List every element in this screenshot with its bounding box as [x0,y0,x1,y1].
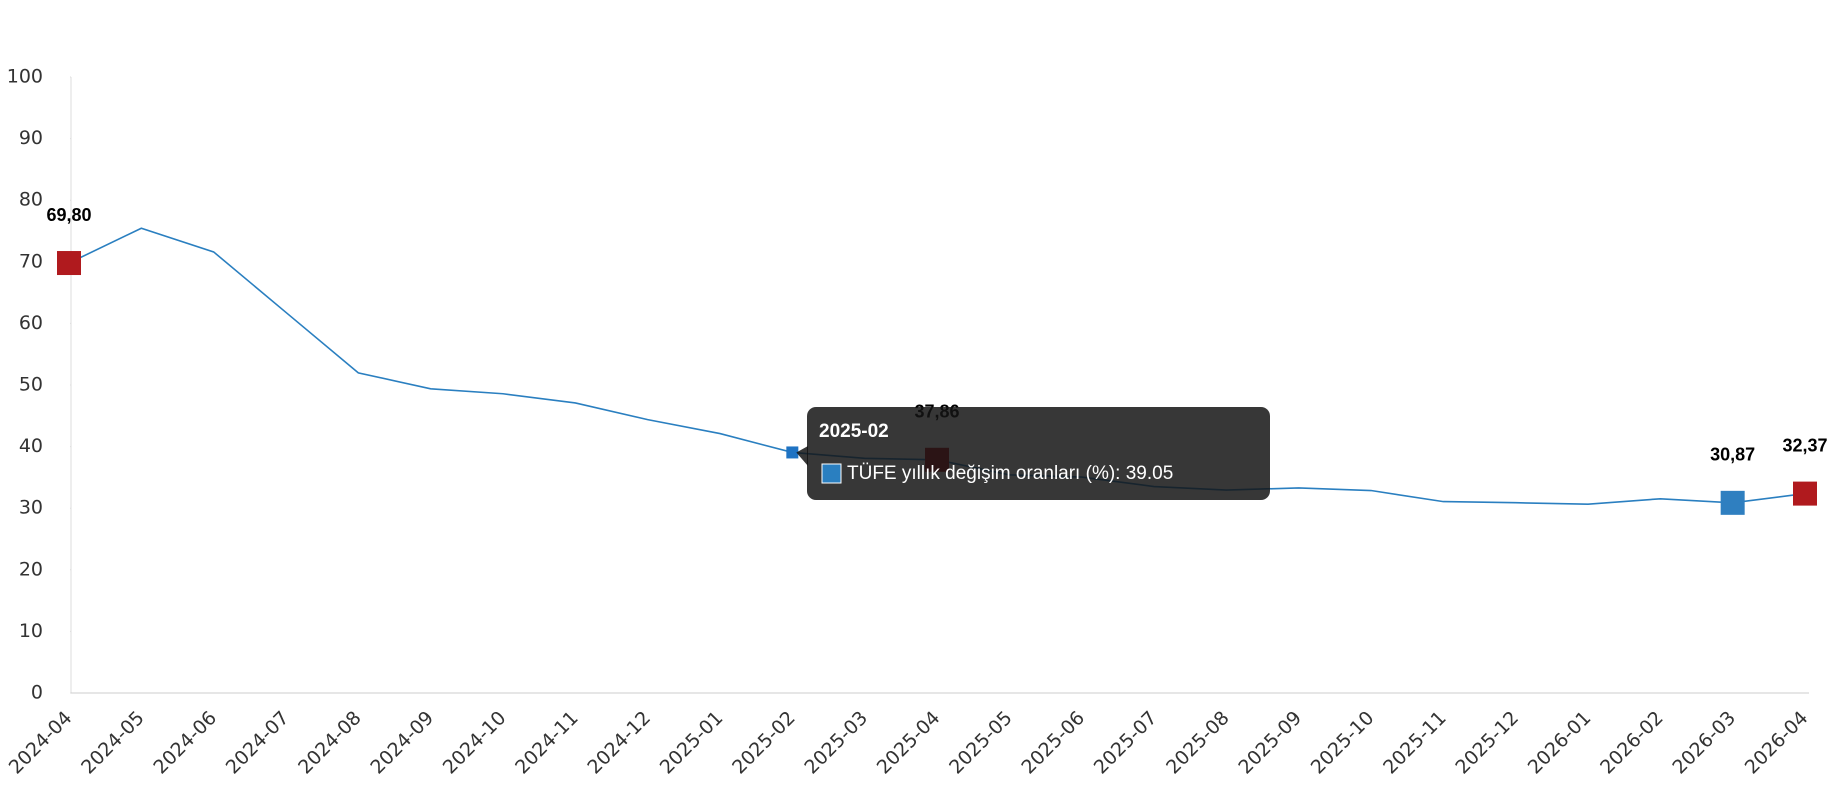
tooltip-box [807,407,1270,500]
x-tick-label: 2024-08 [294,707,366,779]
value-label: 69,80 [46,205,91,225]
x-tick-label: 2024-11 [511,707,583,779]
x-tick-label: 2025-08 [1162,707,1234,779]
x-tick-label: 2024-09 [366,707,438,779]
marker [1720,490,1745,515]
value-label: 30,87 [1710,445,1755,465]
x-tick-label: 2024-12 [583,707,655,779]
y-tick-label: 100 [7,66,43,88]
y-tick-label: 40 [19,435,43,457]
y-tick-label: 10 [19,620,43,642]
tooltip-pointer [796,446,808,466]
x-tick-label: 2024-07 [222,707,294,779]
tooltip-title: 2025-02 [819,421,889,442]
x-tick-label: 2026-01 [1524,707,1596,779]
x-tick-label: 2024-05 [77,707,149,779]
tooltip: 2025-02 TÜFE yıllık değişim oranları (%):… [807,407,1270,500]
x-tick-label: 2025-09 [1234,707,1306,779]
x-tick-label: 2025-03 [800,707,872,779]
marker [57,251,81,276]
value-label: 32,37 [1782,435,1827,455]
x-tick-label: 2026-04 [1741,707,1813,779]
y-tick-label: 30 [19,497,43,519]
x-tick-label: 2025-01 [656,707,728,779]
x-tick-label: 2025-11 [1379,707,1451,779]
y-tick-label: 90 [19,127,43,149]
x-tick-label: 2026-03 [1668,707,1740,779]
x-tick-label: 2024-04 [5,707,77,779]
tooltip-text: TÜFE yıllık değişim oranları (%): 39.05 [847,463,1173,484]
y-tick-label: 50 [19,374,43,396]
x-tick-label: 2026-02 [1596,707,1668,779]
x-tick-label: 2024-06 [149,707,221,779]
hover-marker [786,446,799,459]
x-tick-label: 2025-07 [1090,707,1162,779]
y-tick-label: 20 [19,558,43,580]
x-tick-label: 2025-04 [873,707,945,779]
y-tick-label: 60 [19,312,43,334]
x-tick-label: 2025-10 [1307,707,1379,779]
x-tick-label: 2025-12 [1451,707,1523,779]
y-tick-label: 70 [19,250,43,272]
tooltip-swatch [821,463,842,484]
y-tick-label: 0 [31,682,43,704]
x-tick-label: 2024-10 [439,707,511,779]
x-tick-label: 2025-06 [1017,707,1089,779]
x-tick-label: 2025-02 [728,707,800,779]
y-tick-label: 80 [19,189,43,211]
marker [1793,481,1817,506]
x-tick-label: 2025-05 [945,707,1017,779]
